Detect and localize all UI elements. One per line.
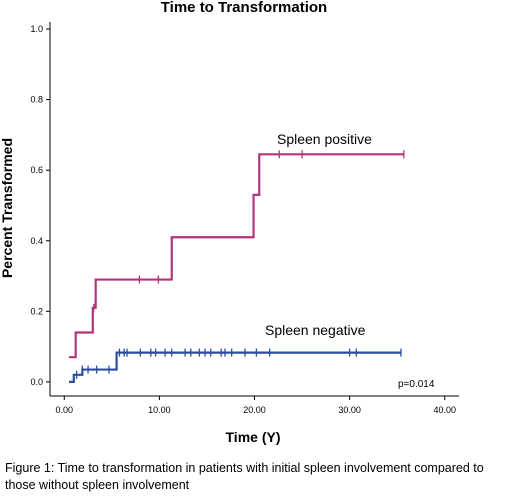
series-label-spleen-negative: Spleen negative [265, 322, 366, 338]
y-tick-label: 0.6 [30, 165, 43, 175]
x-tick-label: 30.00 [338, 405, 361, 415]
x-ticks: 0.00 10.00 20.00 30.00 40.00 [56, 396, 456, 415]
x-tick-label: 40.00 [433, 405, 456, 415]
y-tick-label: 0.4 [30, 236, 43, 246]
x-tick-label: 10.00 [148, 405, 171, 415]
x-tick-label: 0.00 [56, 405, 74, 415]
figure-caption: Figure 1: Time to transformation in pati… [5, 461, 484, 492]
series-label-spleen-positive: Spleen positive [277, 131, 372, 147]
y-tick-label: 0.2 [30, 306, 43, 316]
chart-title: Time to Transformation [161, 0, 327, 16]
series-layer [69, 150, 405, 383]
p-value-annotation: p=0.014 [398, 379, 435, 390]
x-axis-title: Time (Y) [226, 429, 281, 445]
y-axis-title: Percent Transformed [0, 138, 15, 278]
y-ticks: 0.0 0.2 0.4 0.6 0.8 1.0 [30, 24, 50, 387]
y-tick-label: 0.0 [30, 377, 43, 387]
y-tick-label: 1.0 [30, 24, 43, 34]
y-tick-label: 0.8 [30, 95, 43, 105]
series-line-spleen-positive [69, 153, 404, 359]
x-tick-label: 20.00 [243, 405, 266, 415]
